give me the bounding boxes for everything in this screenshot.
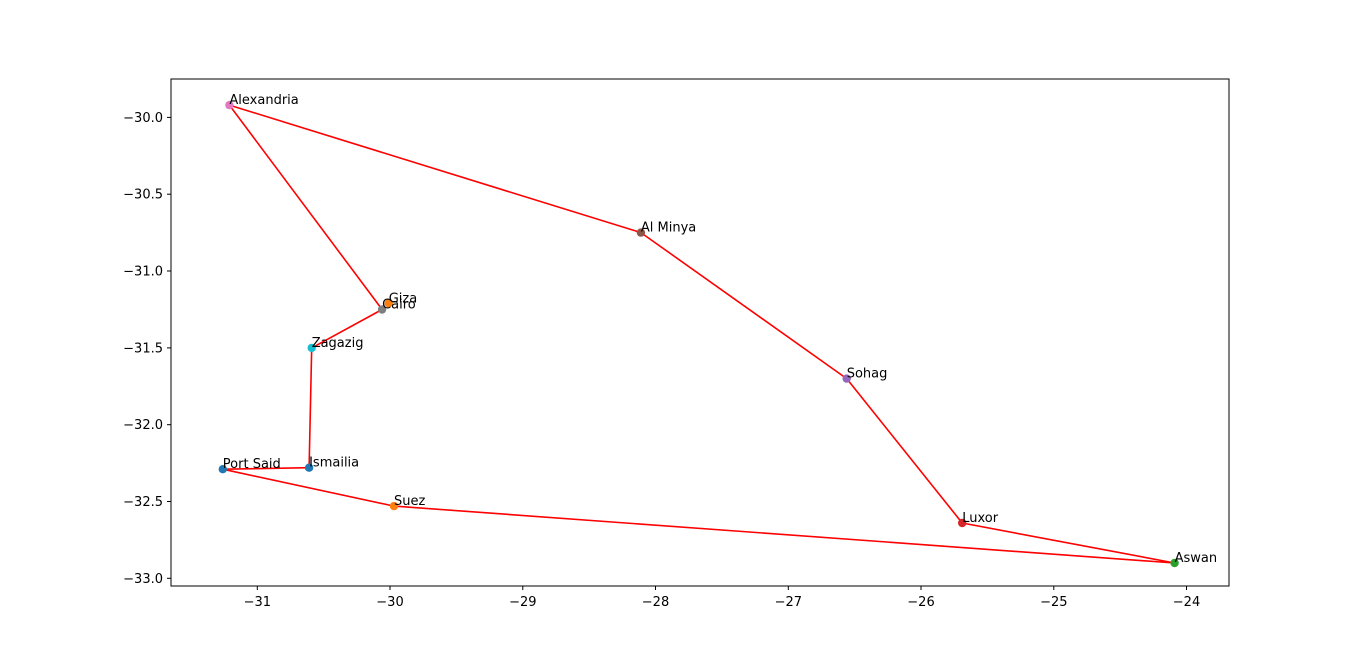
y-tick-label: −32.5 bbox=[123, 495, 163, 510]
x-tick-label: −29 bbox=[509, 595, 536, 610]
point-label-al-minya: Al Minya bbox=[641, 221, 696, 236]
x-axis: −31 −30 −29 −28 −27 −26 −25 −24 bbox=[244, 586, 1200, 610]
point-alexandria bbox=[225, 100, 234, 110]
point-label-zagazig: Zagazig bbox=[312, 336, 364, 351]
y-tick-label: −32.0 bbox=[123, 418, 163, 433]
point-label-suez: Suez bbox=[394, 494, 425, 509]
x-tick-label: −27 bbox=[775, 595, 802, 610]
point-label-port-said: Port Said bbox=[223, 457, 281, 472]
x-tick-label: −25 bbox=[1040, 595, 1067, 610]
point-label-sohag: Sohag bbox=[847, 367, 888, 382]
point-aswan bbox=[1170, 558, 1179, 568]
point-suez bbox=[389, 501, 399, 511]
labels-layer: Cairo Alexandria Al Minya Sohag Luxor Aswan Su… bbox=[223, 93, 1217, 566]
point-al-minya bbox=[636, 228, 646, 237]
x-tick-label: −28 bbox=[642, 595, 669, 610]
points-layer bbox=[218, 100, 1179, 568]
point-luxor bbox=[958, 518, 967, 528]
point-ismailia bbox=[304, 463, 314, 472]
point-label-ismailia: Ismailia bbox=[309, 456, 359, 471]
point-label-giza: Giza bbox=[389, 291, 417, 306]
y-tick-label: −31.0 bbox=[123, 265, 163, 280]
y-tick-label: −30.5 bbox=[123, 188, 163, 203]
x-tick-label: −26 bbox=[907, 595, 934, 610]
x-tick-label: −31 bbox=[244, 595, 271, 610]
x-tick-label: −30 bbox=[376, 595, 403, 610]
point-cairo bbox=[377, 305, 387, 314]
plot-frame bbox=[170, 78, 1230, 587]
point-zagazig bbox=[307, 343, 316, 353]
x-tick-label: −24 bbox=[1173, 595, 1200, 610]
point-label-luxor: Luxor bbox=[962, 511, 999, 526]
point-giza bbox=[384, 299, 393, 308]
y-tick-label: −31.5 bbox=[123, 341, 163, 356]
point-label-alexandria: Alexandria bbox=[229, 93, 298, 108]
y-axis: −30.0 −30.5 −31.0 −31.5 −32.0 −32.5 −33.0 bbox=[123, 111, 171, 587]
y-tick-label: −33.0 bbox=[123, 572, 163, 587]
point-label-aswan: Aswan bbox=[1175, 551, 1218, 566]
point-label-cairo: Cairo bbox=[382, 298, 416, 313]
plot-area bbox=[171, 79, 1229, 586]
y-tick-label: −30.0 bbox=[123, 111, 163, 126]
point-port-said bbox=[218, 465, 227, 474]
point-sohag bbox=[842, 374, 851, 383]
